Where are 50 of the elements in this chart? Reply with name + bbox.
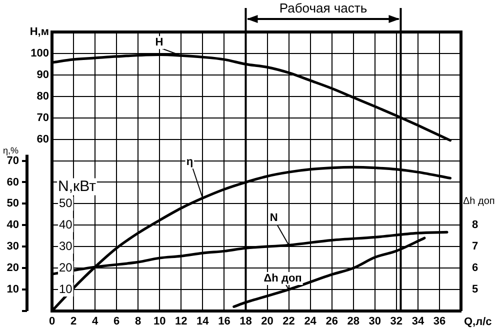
x-tick-label: 8 [135,316,142,328]
y2-tick-label: 70 [36,112,49,124]
x-tick-label: 20 [261,316,274,328]
x-tick-label: 14 [196,316,210,328]
x-tick-label: 0 [48,316,56,328]
y2-tick-label: 60 [36,133,49,146]
x-tick-label: 6 [114,316,120,328]
x-tick-label: 4 [92,316,99,328]
annotation: N,кВт [58,178,96,195]
y2-tick-label: 90 [36,68,49,81]
annotation: 10 [59,282,73,296]
x-tick-label: 10 [154,316,166,328]
annotation: 20 [59,260,73,274]
x-tick-label: 18 [240,316,252,328]
annotation: 40 [59,217,73,232]
y-tick-label: 40 [6,219,19,232]
x-tick-label: 36 [433,316,446,328]
text: η [186,156,194,168]
series-label: Δh доп [264,272,302,285]
x-tick-label: 12 [175,316,188,328]
x-tick-label: 26 [326,316,338,328]
annotation: 50 [59,196,73,210]
y-axis-title: η,% [3,145,19,156]
y3-tick-label: 7 [472,240,478,253]
x-tick-label: 16 [218,316,230,328]
y-tick-label: 30 [6,240,19,253]
x-tick-label: 24 [304,316,318,328]
y2-tick-label: 100 [30,47,49,60]
series-label: H [155,36,164,49]
y-tick-label: 60 [6,176,19,188]
x-tick-label: 2 [70,316,77,328]
y-tick-label: 50 [6,198,19,210]
y-tick-label: 10 [6,284,19,296]
x-tick-label: 28 [347,316,360,328]
x-tick-label: 22 [282,316,295,328]
x-tick-label: 32 [390,316,403,328]
series-label: N [270,212,278,224]
y2-tick-label: 80 [36,90,49,102]
y-tick-label: 20 [6,262,19,274]
y3-tick-label: 5 [472,284,478,296]
x-tick-label: 34 [412,316,425,328]
annotation: 30 [59,238,73,253]
x-axis-title: Q,л/с [464,316,492,328]
text: Рабочая часть [279,0,368,16]
y3-axis-title: Δh доп [463,196,495,207]
y3-tick-label: 8 [472,219,478,232]
y2-axis-title: Н,м [30,26,49,38]
x-tick-label: 30 [368,316,382,328]
y-tick-label: 70 [6,154,19,167]
y3-tick-label: 6 [472,262,478,274]
